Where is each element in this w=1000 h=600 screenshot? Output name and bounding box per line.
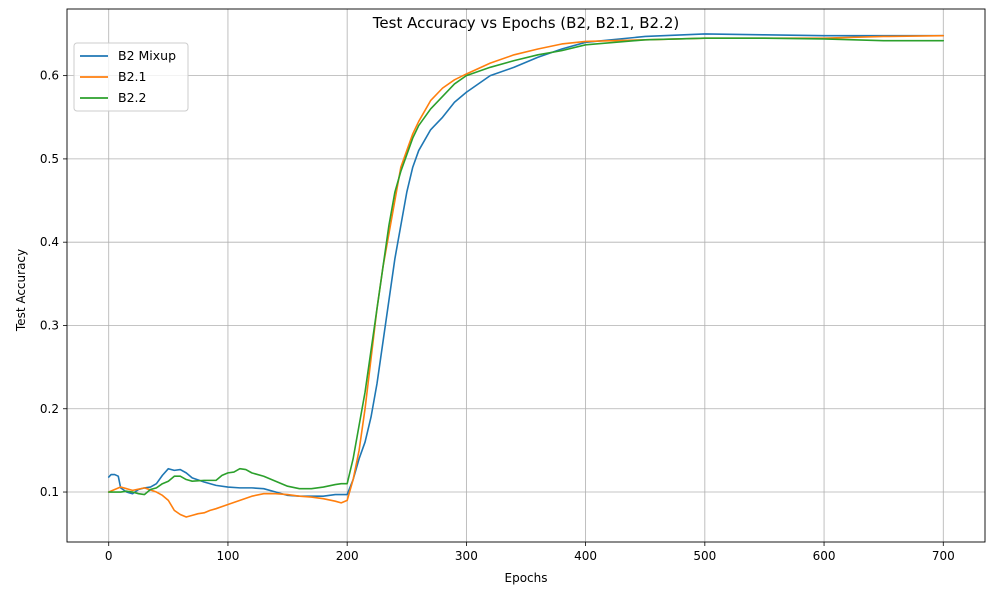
legend-label-b2-mixup: B2 Mixup [118,48,176,63]
series-lines [107,33,945,518]
x-tick-label: 100 [216,549,239,563]
y-tick-label: 0.1 [40,485,59,499]
y-tick-label: 0.5 [40,152,59,166]
x-tick-label: 200 [336,549,359,563]
x-tick-label: 300 [455,549,478,563]
series-line-b2-1 [107,34,945,518]
y-tick-label: 0.4 [40,235,59,249]
x-axis-title: Epochs [505,571,548,585]
x-tick-label: 500 [693,549,716,563]
y-tick-label: 0.2 [40,402,59,416]
y-tick-label: 0.6 [40,69,59,83]
legend-label-b2-2: B2.2 [118,90,146,105]
legend: B2 Mixup B2.1 B2.2 [73,42,189,112]
y-tick-label: 0.3 [40,318,59,332]
y-axis-title: Test Accuracy [14,249,28,332]
legend-box [73,42,189,112]
grid [67,9,985,542]
x-tick-label: 0 [105,549,113,563]
chart-title: Test Accuracy vs Epochs (B2, B2.1, B2.2) [372,14,679,32]
x-tick-label: 700 [932,549,955,563]
x-tick-label: 400 [574,549,597,563]
x-tick-label: 600 [813,549,836,563]
series-line-b2-2 [107,37,945,496]
plot-frame [66,8,986,543]
legend-label-b2-1: B2.1 [118,69,146,84]
series-line-b2-mixup [107,33,945,497]
axis-ticks: 0 100 200 300 400 500 600 700 0.1 0.2 0.3 0.4 0.5 0.6 [40,69,955,563]
